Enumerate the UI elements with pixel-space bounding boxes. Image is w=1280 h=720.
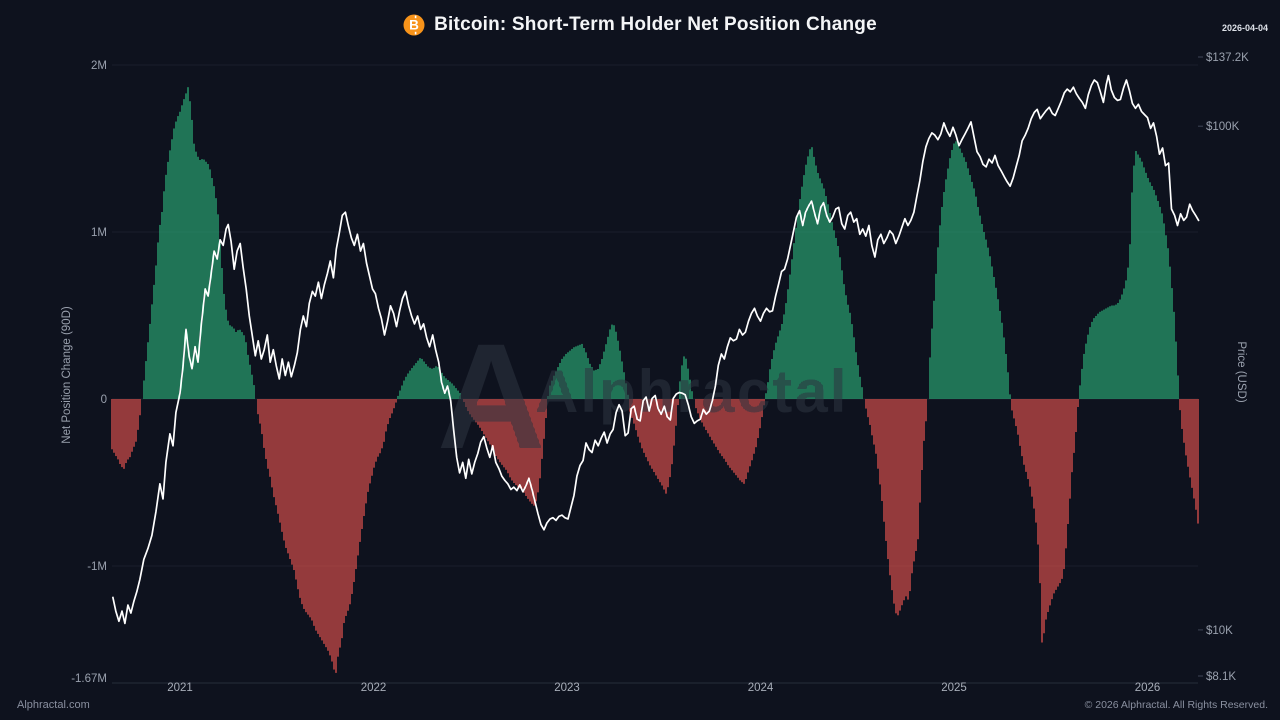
- left-axis-title: Net Position Change (90D): [61, 306, 73, 444]
- price-line: [112, 74, 1200, 625]
- left-axis-ticks: 2M 1M 0 -1M -1.67M: [71, 60, 107, 685]
- svg-text:$8.1K: $8.1K: [1206, 671, 1236, 683]
- x-axis-ticks: 2021 2022 2023 2024 2025 2026: [167, 682, 1160, 694]
- svg-text:B: B: [409, 18, 419, 33]
- right-axis-ticks: $137.2K $100K $10K $8.1K: [1198, 52, 1249, 683]
- right-axis-title: Price (USD): [1235, 341, 1247, 403]
- bitcoin-icon: B: [403, 14, 425, 36]
- svg-text:2022: 2022: [361, 682, 387, 694]
- svg-text:$100K: $100K: [1206, 121, 1240, 133]
- svg-text:-1M: -1M: [87, 561, 107, 573]
- svg-text:-1.67M: -1.67M: [71, 673, 107, 685]
- svg-text:$137.2K: $137.2K: [1206, 52, 1249, 64]
- svg-text:2M: 2M: [91, 60, 107, 72]
- page-title: Bitcoin: Short-Term Holder Net Position …: [434, 14, 877, 35]
- footer-site-link: Alphractal.com: [17, 699, 90, 711]
- svg-text:1M: 1M: [91, 227, 107, 239]
- svg-text:2021: 2021: [167, 682, 193, 694]
- footer-copyright: © 2026 Alphractal. All Rights Reserved.: [1084, 699, 1268, 711]
- svg-text:2024: 2024: [748, 682, 774, 694]
- gridlines: [112, 64, 1198, 684]
- svg-text:2025: 2025: [941, 682, 967, 694]
- chart-header: B Bitcoin: Short-Term Holder Net Positio…: [0, 6, 1280, 44]
- svg-text:0: 0: [101, 394, 107, 406]
- svg-text:$10K: $10K: [1206, 625, 1233, 637]
- watermark-text: Alphractal: [535, 358, 848, 425]
- svg-text:2026: 2026: [1135, 682, 1161, 694]
- svg-text:2023: 2023: [554, 682, 580, 694]
- date-stamp: 2026-04-04: [1221, 23, 1268, 33]
